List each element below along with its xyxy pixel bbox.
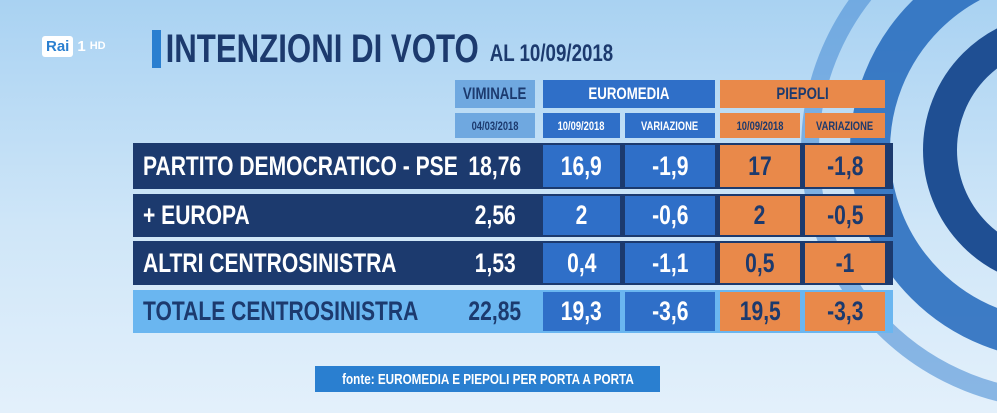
value-cell: -3,3 bbox=[805, 292, 885, 331]
row-label-text: PARTITO DEMOCRATICO - PSE bbox=[143, 150, 458, 181]
subheader-text: VARIAZIONE bbox=[641, 118, 699, 133]
value-cell-text: 16,9 bbox=[561, 150, 602, 181]
value-cell-text: 19,3 bbox=[561, 296, 602, 326]
logo-quality: HD bbox=[89, 40, 106, 52]
value-cell: 1,53 bbox=[455, 243, 535, 283]
value-cell-text: 17 bbox=[748, 150, 772, 181]
row-label: ALTRI CENTROSINISTRA bbox=[137, 241, 452, 285]
value-cell-text: -0,6 bbox=[651, 200, 689, 230]
logo-channel: 1 bbox=[77, 37, 86, 55]
value-cell: 22,85 bbox=[455, 292, 535, 331]
subheader: 04/03/2018 bbox=[455, 113, 535, 138]
value-cell: -1,9 bbox=[625, 145, 715, 187]
value-cell-text: -1,9 bbox=[651, 150, 689, 181]
subheader: 10/09/2018 bbox=[543, 113, 620, 138]
row-label: + EUROPA bbox=[137, 194, 452, 237]
value-cell-text: -1,8 bbox=[826, 150, 864, 181]
value-cell-text: 0,5 bbox=[745, 247, 775, 278]
group-header: EUROMEDIA bbox=[543, 80, 715, 108]
value-cell-text: -1,1 bbox=[651, 247, 689, 278]
group-header-text: VIMINALE bbox=[463, 84, 527, 103]
value-cell-text: -0,5 bbox=[826, 200, 864, 230]
channel-logo: Rai 1 HD bbox=[42, 32, 106, 60]
row-label: PARTITO DEMOCRATICO - PSE bbox=[137, 143, 458, 189]
value-cell: 18,76 bbox=[455, 145, 535, 187]
subheader: VARIAZIONE bbox=[805, 113, 885, 138]
row-label-text: TOTALE CENTROSINISTRA bbox=[143, 296, 419, 326]
value-cell-text: -3,6 bbox=[651, 296, 689, 326]
value-cell: 2,56 bbox=[455, 196, 535, 235]
group-header-text: PIEPOLI bbox=[776, 84, 829, 103]
value-cell-text: 19,5 bbox=[739, 296, 781, 326]
title-bar bbox=[152, 30, 161, 68]
subheader: 10/09/2018 bbox=[720, 113, 800, 138]
value-cell: -0,6 bbox=[625, 196, 715, 235]
title: INTENZIONI DI VOTO bbox=[165, 26, 479, 71]
value-cell-text: 18,76 bbox=[468, 150, 522, 181]
value-cell-text: 0,4 bbox=[566, 247, 597, 278]
subheader: VARIAZIONE bbox=[625, 113, 715, 138]
value-cell: 0,5 bbox=[720, 243, 800, 283]
value-cell-text: 2 bbox=[575, 200, 588, 230]
row-label-text: + EUROPA bbox=[143, 200, 250, 230]
group-header: PIEPOLI bbox=[720, 80, 885, 108]
value-cell: -1,8 bbox=[805, 145, 885, 187]
value-cell: -1,1 bbox=[625, 243, 715, 283]
value-cell-text: 22,85 bbox=[468, 296, 522, 326]
value-cell-text: 2,56 bbox=[474, 200, 516, 230]
value-cell-text: -3,3 bbox=[826, 296, 864, 326]
row-label-text: ALTRI CENTROSINISTRA bbox=[143, 247, 397, 278]
value-cell-text: -1 bbox=[835, 247, 855, 278]
value-cell: 2 bbox=[543, 196, 620, 235]
value-cell: 19,5 bbox=[720, 292, 800, 331]
row-label: TOTALE CENTROSINISTRA bbox=[137, 290, 452, 333]
source-box: fonte: EUROMEDIA E PIEPOLI PER PORTA A P… bbox=[315, 366, 660, 392]
value-cell: 2 bbox=[720, 196, 800, 235]
value-cell: 0,4 bbox=[543, 243, 620, 283]
subheader-text: 10/09/2018 bbox=[558, 118, 605, 133]
value-cell: 16,9 bbox=[543, 145, 620, 187]
value-cell: -3,6 bbox=[625, 292, 715, 331]
value-cell-text: 1,53 bbox=[474, 247, 516, 278]
group-header-text: EUROMEDIA bbox=[588, 84, 670, 103]
subheader-text: 04/03/2018 bbox=[471, 118, 519, 133]
subheader-text: 10/09/2018 bbox=[736, 118, 784, 133]
title-date: AL 10/09/2018 bbox=[489, 40, 614, 67]
value-cell: 17 bbox=[720, 145, 800, 187]
subheader-text: VARIAZIONE bbox=[816, 118, 874, 133]
source: fonte: EUROMEDIA E PIEPOLI PER PORTA A P… bbox=[341, 370, 634, 388]
value-cell: -1 bbox=[805, 243, 885, 283]
title-block: INTENZIONI DI VOTO AL 10/09/2018 bbox=[150, 26, 614, 71]
value-cell: -0,5 bbox=[805, 196, 885, 235]
logo-brand: Rai bbox=[42, 35, 74, 57]
value-cell-text: 2 bbox=[754, 200, 766, 230]
value-cell: 19,3 bbox=[543, 292, 620, 331]
group-header: VIMINALE bbox=[455, 80, 535, 108]
